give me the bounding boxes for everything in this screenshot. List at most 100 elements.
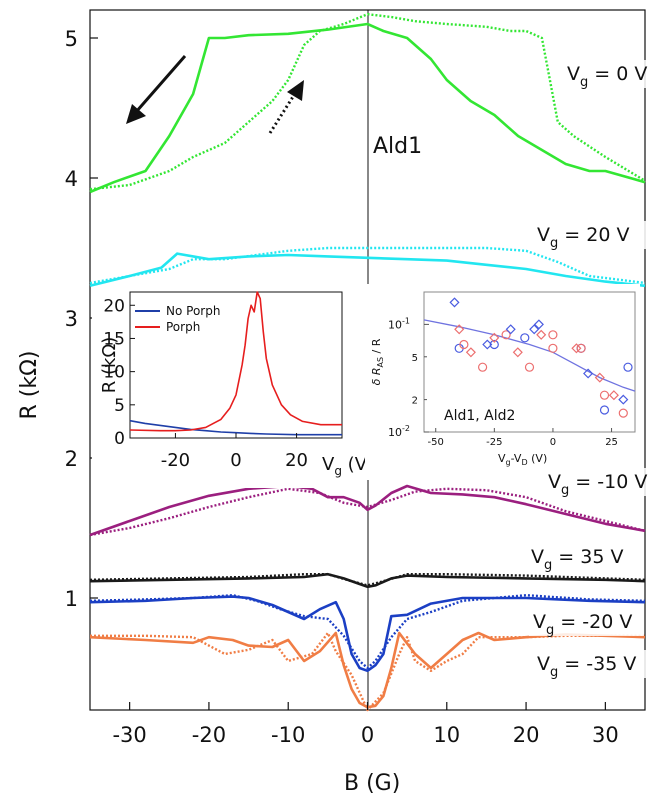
inset2-point-red-circle (524, 362, 535, 372)
inset2-x-tick-label: 0 (550, 437, 556, 448)
inset2-point-red-circle (618, 408, 628, 418)
sweep-arrow-dotted (268, 80, 304, 134)
inset2-y-label: δ RAS / R (370, 338, 385, 385)
inset2-point-blue-circle (520, 333, 530, 343)
inset2-point-blue-diamond (505, 324, 516, 335)
y-tick-label: 2 (65, 447, 78, 471)
inset2-point-blue-diamond (583, 368, 594, 379)
inset1-curves (129, 291, 342, 436)
inset1-series-0-line (129, 419, 342, 436)
series-1-dotted-line (89, 246, 646, 285)
curve-label-series-2: Vg = -10 V (548, 471, 647, 498)
curve-label-series-0: Vg = 0 V (567, 63, 647, 90)
x-tick-label: 30 (592, 723, 619, 747)
inset1-y-tick-label: 10 (103, 363, 125, 383)
main-y-label: R (kΩ) (17, 351, 42, 420)
series-0-solid-line (89, 22, 646, 194)
curve-labels: Vg = 0 V Vg = 20 V Vg = -10 V Vg = 35 V Vg =… (527, 60, 653, 680)
inset1-y-tick-label: 0 (114, 429, 125, 449)
x-tick-label: 10 (433, 723, 460, 747)
x-tick-label: -20 (192, 723, 226, 747)
curve-label-bg (533, 650, 648, 678)
y-tick-label: 1 (65, 587, 78, 611)
inset2-y-tick-label: 10-1 (388, 316, 410, 331)
inset2-point-red-circle (576, 343, 586, 353)
curve-label-bg (544, 468, 653, 496)
series-0-dotted-line (89, 13, 646, 191)
inset2-point-red-circle (548, 330, 558, 340)
inset2-point-red-diamond (594, 372, 605, 383)
curve-label-bg (563, 60, 653, 88)
inset2-point-red-diamond (489, 332, 500, 343)
inset2-point-red-circle (548, 343, 558, 353)
series-4-solid-line (89, 595, 646, 673)
main-x-label: B (G) (344, 771, 400, 796)
inset2-point-red-circle (501, 330, 511, 340)
series-2-solid-line (89, 484, 646, 537)
inset2-point-red-diamond (571, 343, 582, 354)
y-tick-label: 5 (65, 27, 78, 51)
inset1-series-1-line (129, 291, 342, 432)
inset2-point-blue-diamond (533, 319, 544, 330)
inset2-point-red-diamond (454, 324, 465, 335)
x-tick-label: -30 (112, 723, 146, 747)
inset1-y-label: R (kΩ) (99, 337, 120, 393)
inset2-point-blue-circle (623, 362, 633, 372)
inset2-plot-frame (423, 291, 636, 433)
series-5-dotted-line (90, 631, 645, 712)
inset1-y-tick-label: 5 (114, 396, 125, 416)
curve-label-bg (527, 543, 642, 571)
curve-label-series-5: Vg = -35 V (537, 653, 636, 680)
inset2-point-red-diamond (512, 347, 523, 358)
inset2-x-tick-label: 25 (605, 437, 618, 448)
inset1-x-tick-label: -20 (161, 450, 190, 471)
x-tick-label: 0 (361, 723, 374, 747)
x-tick-label: -10 (271, 723, 305, 747)
sweep-arrow-solid (126, 55, 187, 124)
main-curves (89, 13, 646, 712)
inset2-content (423, 297, 636, 418)
curve-label-series-4: Vg = -20 V (533, 611, 632, 638)
inset2-point-red-circle (459, 339, 469, 350)
inset1-x-tick-label: 0 (230, 450, 241, 471)
y-tick-label: 4 (65, 167, 78, 191)
y-tick-label: 3 (65, 307, 78, 331)
legend-label-no-porph: No Porph (166, 304, 220, 318)
inset2-legend-text: Ald1, Ald2 (444, 408, 515, 424)
series-1-solid-line (89, 252, 646, 288)
series-2-dotted-line (89, 487, 646, 537)
curve-label-bg (533, 221, 648, 249)
legend-label-porph: Porph (166, 320, 200, 334)
inset2-point-blue-diamond (529, 324, 540, 335)
inset2-point-red-circle (478, 362, 488, 372)
series-3-solid-line (89, 572, 646, 589)
inset1-axis-ticks: -20 0 20 0 5 10 15 20 (103, 296, 308, 471)
curve-label-series-3: Vg = 35 V (531, 546, 623, 573)
inset1-legend: No Porph Porph (135, 304, 220, 334)
inset2-point-blue-diamond (618, 394, 629, 405)
inset2-y-minor-label: 5 (412, 353, 418, 364)
inset2-point-red-diamond (536, 329, 547, 340)
inset1-x-tick-label: 20 (285, 450, 308, 471)
inset1-y-tick-label: 15 (103, 329, 125, 349)
inset2-point-blue-diamond (449, 297, 460, 308)
inset2-x-label: Vg-VD (V) (498, 452, 547, 467)
inset2-point-red-diamond (465, 347, 476, 358)
inset2-y-tick-label: 10-2 (388, 424, 410, 439)
inset2-point-blue-circle (489, 339, 499, 350)
inset2-point-blue-circle (599, 405, 610, 415)
inset2-point-red-circle (599, 390, 610, 400)
inset2-y-minor-label: 2 (412, 396, 418, 407)
inset2-x-tick-label: -25 (486, 437, 502, 448)
inset2-point-red-diamond (608, 390, 619, 401)
curve-label-series-1: Vg = 20 V (537, 224, 629, 251)
main-annotation: Ald1 (373, 134, 422, 159)
inset2-point-blue-diamond (482, 339, 493, 350)
curve-label-bg (529, 608, 644, 636)
inset1-y-tick-label: 20 (103, 296, 125, 316)
